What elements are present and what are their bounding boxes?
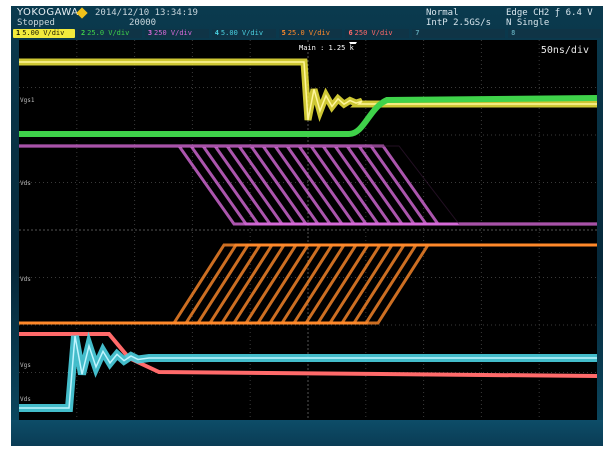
trace-yellow-core (19, 61, 597, 121)
channel-label-3: Vds (20, 276, 31, 283)
channel-scale: 250 V/div (154, 29, 192, 37)
channel-label-2: Vds (20, 180, 31, 187)
trace-orange (19, 243, 597, 325)
channel-1-chip[interactable]: 1 5.00 V/div (13, 29, 75, 38)
channel-number: 7 (415, 29, 420, 37)
waveform-canvas (19, 40, 597, 420)
trace-green (19, 95, 597, 137)
channel-number: 5 (281, 29, 286, 37)
channel-scale: 5.00 V/div (220, 29, 264, 37)
channel-3-chip[interactable]: 3 250 V/div (144, 29, 209, 38)
channel-number: 8 (511, 29, 516, 37)
acquisition-count: 20000 (129, 18, 157, 28)
trigger-mode: Normal (426, 8, 459, 18)
channel-settings-bar: 1 5.00 V/div 2 25.0 V/div 3 250 V/div 4 5.00 V/… (13, 29, 601, 39)
date-time: 2014/12/10 13:34:19 (95, 8, 198, 18)
oscilloscope-screen: YOKOGAWA Stopped 2014/12/10 13:34:19 200… (11, 6, 603, 446)
trigger-setting: Edge CH2 ƒ 6.4 V (506, 8, 593, 18)
channel-4-chip[interactable]: 4 5.00 V/div (211, 29, 276, 38)
channel-7-chip[interactable]: 7 (412, 29, 506, 38)
channel-label-5: Vds (20, 396, 31, 403)
channel-number: 2 (80, 29, 86, 37)
waveform-display: Main : 1.25 k 50ns/div Vgs1 Vds Vds Vgs … (19, 40, 597, 420)
channel-scale: 25.0 V/div (87, 29, 130, 37)
acquisition-status: Stopped (17, 18, 55, 28)
channel-5-chip[interactable]: 5 25.0 V/div (278, 29, 343, 38)
channel-scale: 25.0 V/div (287, 29, 330, 37)
trace-magenta-edge (19, 145, 597, 225)
sample-rate: IntP 2.5GS/s (426, 18, 492, 28)
channel-label-1: Vgs1 (20, 97, 35, 104)
channel-number: 3 (147, 29, 153, 37)
channel-label-4: Vgs (20, 362, 31, 369)
footer-bar (11, 420, 603, 446)
channel-6-chip[interactable]: 6 250 V/div (345, 29, 410, 38)
brand-logo: YOKOGAWA (17, 7, 79, 18)
channel-number: 1 (16, 29, 21, 37)
channel-number: 6 (348, 29, 353, 37)
channel-8-chip[interactable]: 8 (508, 29, 601, 38)
status-header: YOKOGAWA Stopped 2014/12/10 13:34:19 200… (11, 6, 603, 40)
channel-scale: 250 V/div (354, 29, 393, 37)
channel-scale: 5.00 V/div (22, 29, 65, 37)
channel-number: 4 (214, 29, 219, 37)
acquisition-mode: N Single (506, 18, 550, 28)
channel-2-chip[interactable]: 2 25.0 V/div (77, 29, 142, 38)
trace-cyan-core (19, 335, 597, 409)
time-per-div: 50ns/div (540, 45, 589, 56)
main-record-readout: Main : 1.25 k (297, 44, 356, 52)
